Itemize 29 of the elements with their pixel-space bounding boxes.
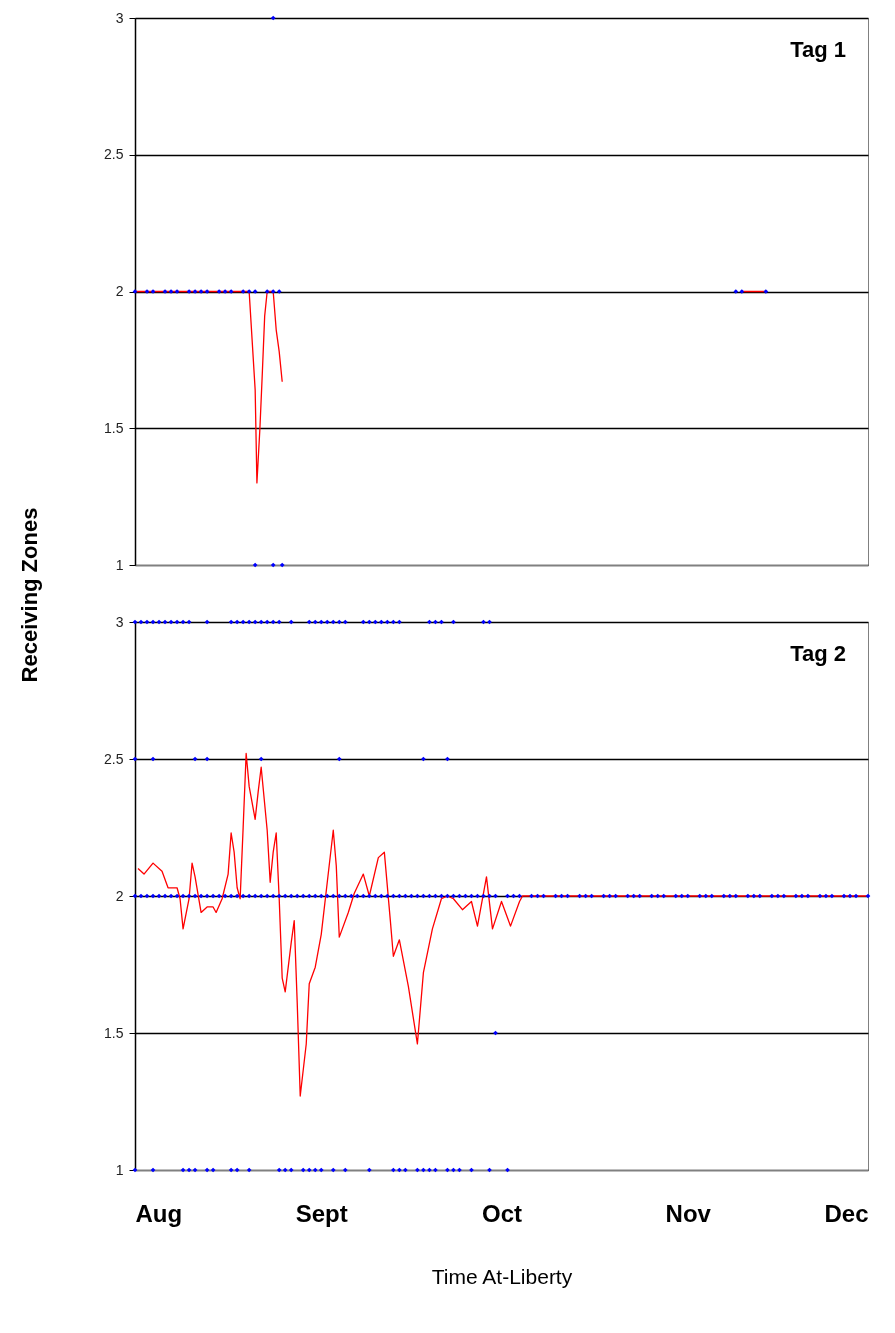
point	[270, 15, 276, 21]
point	[276, 289, 282, 294]
x-tick-label: Aug	[135, 1199, 183, 1227]
point	[252, 562, 258, 568]
y-axis-title: Receiving Zones	[17, 507, 43, 683]
y-tick-label: 1.5	[104, 419, 124, 436]
point	[252, 289, 258, 294]
x-axis-title: Time At-Liberty	[431, 1264, 573, 1288]
y-tick-label: 1	[115, 1161, 124, 1178]
y-tick-label: 1.5	[104, 1024, 124, 1041]
y-tick-label: 2	[115, 887, 124, 904]
y-tick-label: 3	[115, 9, 124, 26]
point	[270, 289, 276, 294]
point	[739, 289, 745, 294]
point	[246, 289, 252, 294]
x-tick-label: Oct	[481, 1199, 523, 1227]
point	[270, 562, 276, 568]
x-tick-label: Nov	[665, 1199, 712, 1227]
y-tick-label: 2.5	[104, 750, 124, 767]
x-tick-label: Sept	[295, 1199, 348, 1227]
point	[733, 289, 739, 294]
x-tick-label: Dec	[824, 1199, 869, 1227]
y-tick-label: 2	[115, 283, 124, 299]
y-tick-label: 1	[115, 556, 124, 573]
y-tick-label: 3	[115, 613, 124, 630]
y-tick-label: 2.5	[104, 146, 124, 163]
point	[264, 289, 270, 294]
text: Tag 1	[790, 37, 846, 62]
text: Tag 2	[790, 641, 846, 666]
